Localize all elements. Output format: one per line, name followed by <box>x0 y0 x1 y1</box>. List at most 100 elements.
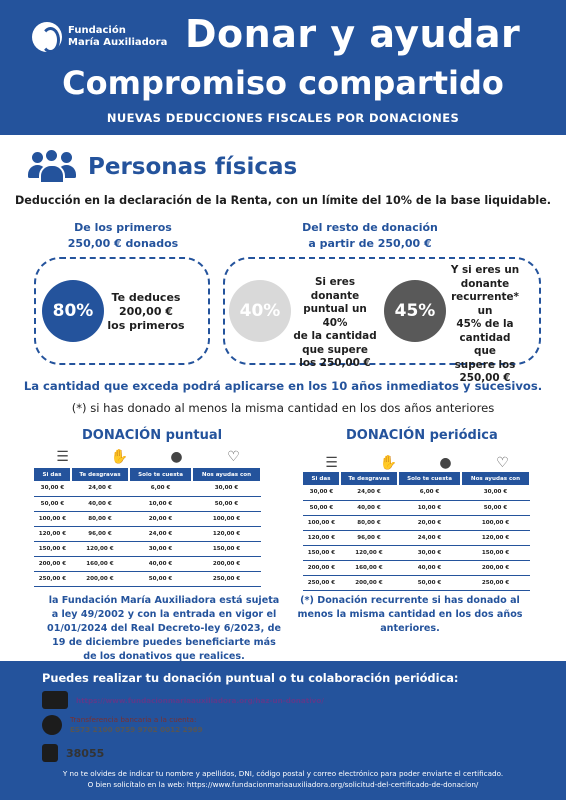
table-cell: 100,00 € <box>192 511 261 527</box>
left-heading: De los primeros 250,00 € donados <box>67 221 179 250</box>
table-cell: 40,00 € <box>339 500 399 516</box>
table-row: 30,00 €24,00 €6,00 €30,00 € <box>34 481 261 497</box>
periodica-icons: ☰ ✋ ● ♡ <box>303 453 531 473</box>
percent-80-circle: 80% <box>42 280 104 342</box>
table-row: 200,00 €160,00 €40,00 €200,00 € <box>34 556 261 572</box>
table-row: 150,00 €120,00 €30,00 €150,00 € <box>303 545 530 561</box>
table-cell: 120,00 € <box>34 526 71 542</box>
clap-icon: ✋ <box>110 449 129 465</box>
text_b-line: 250,00 € <box>459 372 511 384</box>
table-cell: 30,00 € <box>192 481 261 497</box>
table-cell: 20,00 € <box>398 515 462 531</box>
percent-40-circle: 40% <box>229 280 291 342</box>
puntual-icons: ☰ ✋ ● ♡ <box>34 447 262 467</box>
percent-45-circle: 45% <box>384 280 446 342</box>
puntual-title: DONACIÓN puntual <box>82 428 223 443</box>
recurrent-note: (*) Donación recurrente si has donado al… <box>297 595 523 634</box>
bizum-code: 38055 <box>66 746 105 760</box>
text_b-line: Y si eres un <box>450 264 520 276</box>
column-header: Nos ayudas con <box>461 472 531 485</box>
table-row: 200,00 €160,00 €40,00 €200,00 € <box>303 560 530 576</box>
lead-text: Deducción en la declaración de la Renta,… <box>14 194 552 207</box>
column-header: Te desgravas <box>70 468 131 481</box>
donate-link-row[interactable]: https://www.fundacionmariaauxiliadora.or… <box>42 691 324 709</box>
table-cell: 200,00 € <box>339 575 399 591</box>
footer: Puedes realizar tu donación puntual o tu… <box>0 661 566 800</box>
table-cell: 30,00 € <box>303 485 340 501</box>
right-heading: Del resto de donación a partir de 250,00… <box>302 221 438 250</box>
table-cell: 50,00 € <box>34 496 71 512</box>
table-cell: 200,00 € <box>70 571 130 587</box>
piggy-bank-icon: ● <box>439 455 452 471</box>
left-box-text: Te deduces 200,00 € los primeros <box>107 291 185 332</box>
table-cell: 80,00 € <box>339 515 399 531</box>
table-cell: 50,00 € <box>129 571 193 587</box>
table-row: 120,00 €96,00 €24,00 €120,00 € <box>34 526 261 542</box>
table-cell: 100,00 € <box>303 515 340 531</box>
table-row: 120,00 €96,00 €24,00 €120,00 € <box>303 530 530 546</box>
table-cell: 30,00 € <box>461 485 530 501</box>
table-cell: 50,00 € <box>303 500 340 516</box>
text_a-line: puntual un 40% <box>303 303 367 329</box>
carryover-note: La cantidad que exceda podrá aplicarse e… <box>23 379 543 393</box>
heart-icon: ♡ <box>496 455 509 471</box>
transfer-row: Transferencia bancaria a la cuenta: ES73… <box>42 715 203 735</box>
table-cell: 150,00 € <box>461 545 530 561</box>
table-cell: 250,00 € <box>303 575 340 591</box>
text_b-line: donante <box>460 277 510 290</box>
table-cell: 120,00 € <box>303 530 340 546</box>
table-cell: 40,00 € <box>129 556 193 572</box>
table-cell: 50,00 € <box>192 496 261 512</box>
table-row: 250,00 €200,00 €50,00 €250,00 € <box>34 571 261 587</box>
table-header-row: Si das Te desgravas Solo te cuesta Nos ayud… <box>303 472 531 485</box>
table-cell: 100,00 € <box>34 511 71 527</box>
table-cell: 160,00 € <box>339 560 399 576</box>
table-cell: 24,00 € <box>339 485 399 501</box>
coins-icon: ☰ <box>56 449 69 465</box>
page-title: Donar y ayudar <box>185 12 521 56</box>
table-row: 30,00 €24,00 €6,00 €30,00 € <box>303 485 530 501</box>
table-cell: 50,00 € <box>461 500 530 516</box>
table-cell: 200,00 € <box>303 560 340 576</box>
heart-icon: ♡ <box>227 449 240 465</box>
rest-donation-box <box>223 257 541 365</box>
bizum-icon <box>42 744 58 762</box>
table-cell: 40,00 € <box>398 560 462 576</box>
table-cell: 250,00 € <box>34 571 71 587</box>
text_a-line: los 250,00 € <box>299 357 371 369</box>
table-row: 100,00 €80,00 €20,00 €100,00 € <box>34 511 261 527</box>
puntual-text: Si eres donante puntual un 40% de la canti… <box>293 276 377 371</box>
text_b-line: supere los <box>454 358 516 371</box>
table-row: 50,00 €40,00 €10,00 €50,00 € <box>34 496 261 512</box>
certificate-note: Y no te olvides de indicar tu nombre y a… <box>62 769 504 789</box>
column-header: Nos ayudas con <box>192 468 262 481</box>
text_b-line: recurrente* un <box>451 291 519 317</box>
table-cell: 200,00 € <box>461 560 530 576</box>
table-cell: 150,00 € <box>192 541 261 557</box>
footer-title: Puedes realizar tu donación puntual o tu… <box>42 671 459 685</box>
table-cell: 30,00 € <box>34 481 71 497</box>
table-cell: 200,00 € <box>34 556 71 572</box>
header-note: NUEVAS DEDUCCIONES FISCALES POR DONACION… <box>106 111 460 125</box>
people-icon <box>28 148 76 186</box>
table-cell: 20,00 € <box>129 511 193 527</box>
donate-link[interactable]: https://www.fundacionmariaauxiliadora.or… <box>76 695 324 705</box>
section-title: Personas físicas <box>28 148 297 186</box>
table-cell: 10,00 € <box>129 496 193 512</box>
table-cell: 30,00 € <box>129 541 193 557</box>
legal-note: la Fundación María Auxiliadora está suje… <box>47 595 281 662</box>
table-cell: 250,00 € <box>461 575 530 591</box>
table-cell: 40,00 € <box>70 496 130 512</box>
web-icon <box>42 691 68 709</box>
periodica-table: Si das Te desgravas Solo te cuesta Nos ayud… <box>303 472 531 591</box>
table-cell: 6,00 € <box>398 485 462 501</box>
table-cell: 96,00 € <box>70 526 130 542</box>
text_b-line: 45% de la <box>456 318 514 330</box>
column-header: Solo te cuesta <box>129 468 194 481</box>
text_a-line: de la cantidad <box>293 330 377 342</box>
piggy-bank-icon: ● <box>170 449 183 465</box>
table-row: 100,00 €80,00 €20,00 €100,00 € <box>303 515 530 531</box>
table-cell: 120,00 € <box>461 530 530 546</box>
table-cell: 10,00 € <box>398 500 462 516</box>
header: Fundación María Auxiliadora Donar y ayud… <box>0 0 566 135</box>
